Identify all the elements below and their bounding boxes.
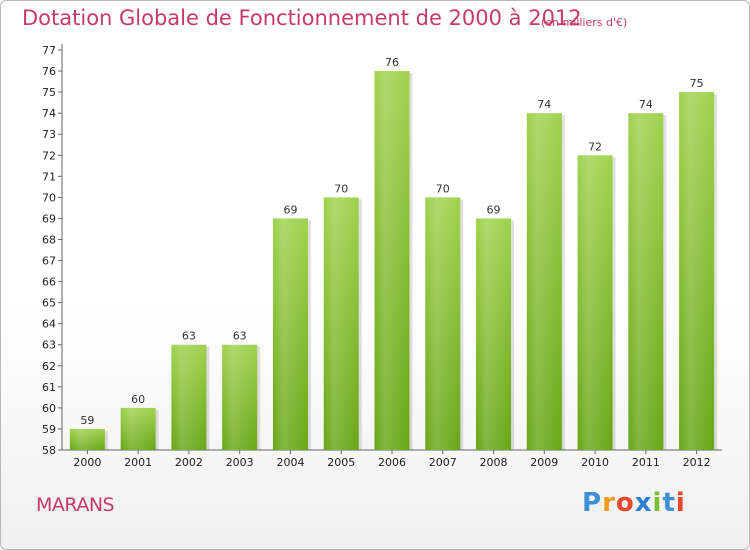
y-tick-label: 64 [42,318,56,331]
logo-letter: P [582,488,603,518]
chart-title: Dotation Globale de Fonctionnement de 20… [22,6,582,30]
y-tick-label: 73 [42,128,56,141]
y-tick-label: 60 [42,402,56,415]
y-tick-label: 77 [42,44,56,57]
proxiti-logo: Proxiti [582,488,686,518]
x-tick-label: 2003 [226,456,254,469]
y-tick-label: 75 [42,86,56,99]
bar-highlight [120,407,156,450]
logo-letter: i [675,488,686,518]
logo-letter: t [662,488,676,518]
y-tick-label: 58 [42,444,56,457]
data-label: 75 [690,77,704,90]
data-label: 70 [436,182,450,195]
data-label: 69 [487,203,501,216]
x-tick-label: 2001 [124,456,152,469]
y-tick-label: 70 [42,191,56,204]
bar-highlight [476,218,512,450]
data-label: 59 [80,414,94,427]
bar-highlight [69,428,105,450]
y-tick-label: 74 [42,107,56,120]
data-label: 74 [639,98,653,111]
x-tick-label: 2006 [378,456,406,469]
y-tick-label: 59 [42,423,56,436]
x-tick-label: 2011 [632,456,660,469]
x-tick-label: 2009 [530,456,558,469]
x-tick-label: 2007 [429,456,457,469]
bar-highlight [425,197,461,450]
logo-letter: o [615,488,635,518]
logo-letter: r [602,488,616,518]
chart-subtitle: (en milliers d'€) [541,16,628,29]
y-tick-label: 62 [42,360,56,373]
y-tick-label: 61 [42,381,56,394]
data-label: 76 [385,56,399,69]
x-tick-label: 2005 [327,456,355,469]
bar-highlight [323,197,359,450]
data-label: 60 [131,393,145,406]
y-tick-label: 66 [42,276,56,289]
data-label: 63 [182,330,196,343]
y-tick-label: 67 [42,255,56,268]
data-label: 69 [283,203,297,216]
bar-highlight [679,92,715,451]
y-tick-label: 71 [42,170,56,183]
data-label: 72 [588,140,602,153]
logo-letter: x [634,488,653,518]
y-tick-label: 76 [42,65,56,78]
bar-highlight [222,344,258,450]
y-tick-label: 63 [42,339,56,352]
bar-highlight [577,155,613,450]
location-name: MARANS [36,494,115,516]
logo-letter: i [652,488,663,518]
bar-highlight [526,113,562,450]
bar-highlight [374,71,410,450]
x-tick-label: 2004 [276,456,304,469]
y-tick-label: 72 [42,149,56,162]
y-tick-label: 65 [42,297,56,310]
data-label: 70 [334,182,348,195]
x-tick-label: 2012 [683,456,711,469]
data-label: 63 [233,330,247,343]
x-tick-label: 2000 [73,456,101,469]
y-tick-label: 69 [42,212,56,225]
y-tick-label: 68 [42,233,56,246]
x-tick-label: 2002 [175,456,203,469]
bar-highlight [628,113,664,450]
x-tick-label: 2008 [480,456,508,469]
bar-highlight [171,344,207,450]
data-label: 74 [537,98,551,111]
x-tick-label: 2010 [581,456,609,469]
bar-highlight [272,218,308,450]
